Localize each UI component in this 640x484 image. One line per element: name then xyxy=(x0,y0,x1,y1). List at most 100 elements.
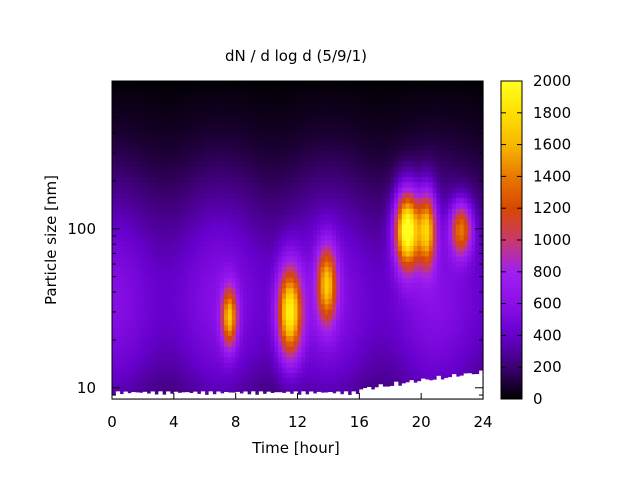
heatmap-cell xyxy=(123,298,129,305)
heatmap-cell xyxy=(340,107,345,114)
heatmap-cell xyxy=(367,383,372,389)
heatmap-cell xyxy=(274,351,279,358)
heatmap-cell xyxy=(309,224,314,230)
heatmap-cell xyxy=(359,224,364,230)
heatmap-cell xyxy=(355,255,360,262)
heatmap-cell xyxy=(417,165,422,172)
heatmap-cell xyxy=(324,277,330,283)
heatmap-cell xyxy=(355,319,360,326)
heatmap-cell xyxy=(216,271,221,278)
heatmap-cell xyxy=(413,245,418,252)
heatmap-cell xyxy=(328,171,333,177)
heatmap-cell xyxy=(131,330,136,336)
heatmap-cell xyxy=(309,118,314,124)
heatmap-cell xyxy=(351,123,357,130)
heatmap-cell xyxy=(409,229,415,236)
heatmap-cell xyxy=(305,155,310,162)
heatmap-cell xyxy=(127,346,132,352)
heatmap-cell xyxy=(185,314,190,321)
heatmap-cell xyxy=(204,171,210,177)
heatmap-cell xyxy=(177,192,183,199)
heatmap-cell xyxy=(254,277,260,283)
heatmap-cell xyxy=(320,149,326,156)
heatmap-cell xyxy=(285,139,291,146)
heatmap-cell xyxy=(359,356,364,363)
heatmap-cell xyxy=(127,271,132,278)
heatmap-cell xyxy=(139,377,144,384)
heatmap-cell xyxy=(351,287,357,294)
heatmap-cell xyxy=(258,208,264,215)
heatmap-cell xyxy=(224,314,229,321)
heatmap-cell xyxy=(158,134,163,140)
heatmap-cell xyxy=(312,330,318,336)
heatmap-cell xyxy=(382,187,387,193)
heatmap-cell xyxy=(224,176,229,183)
heatmap-cell xyxy=(169,213,175,220)
heatmap-cell xyxy=(305,123,310,130)
heatmap-cell xyxy=(127,134,132,140)
heatmap-cell xyxy=(189,144,194,151)
heatmap-cell xyxy=(397,356,403,363)
heatmap-cell xyxy=(193,293,198,299)
heatmap-cell xyxy=(247,123,252,130)
heatmap-cell xyxy=(343,261,349,268)
heatmap-cell xyxy=(397,330,403,336)
heatmap-cell xyxy=(336,144,341,151)
heatmap-cell xyxy=(258,123,264,130)
heatmap-cell xyxy=(220,202,225,209)
heatmap-cell xyxy=(258,213,264,220)
heatmap-cell xyxy=(378,293,384,299)
heatmap-cell xyxy=(251,340,256,347)
heatmap-cell xyxy=(328,187,333,193)
heatmap-cell xyxy=(262,134,268,140)
heatmap-cell xyxy=(301,277,306,283)
heatmap-cell xyxy=(197,149,202,156)
heatmap-cell xyxy=(401,250,407,257)
heatmap-cell xyxy=(305,197,310,204)
heatmap-cell xyxy=(131,356,136,363)
heatmap-cell xyxy=(386,361,391,368)
heatmap-cell xyxy=(320,224,326,230)
heatmap-cell xyxy=(336,308,341,315)
heatmap-cell xyxy=(208,86,214,93)
heatmap-cell xyxy=(397,192,403,199)
heatmap-cell xyxy=(154,160,159,167)
heatmap-cell xyxy=(359,187,364,193)
heatmap-cell xyxy=(220,367,225,374)
heatmap-cell xyxy=(289,303,295,310)
heatmap-cell xyxy=(169,245,175,252)
heatmap-cell xyxy=(309,250,314,257)
heatmap-cell xyxy=(185,240,190,246)
heatmap-cell xyxy=(343,377,349,384)
heatmap-cell xyxy=(374,250,380,257)
heatmap-cell xyxy=(193,361,198,368)
heatmap-cell xyxy=(119,282,125,289)
heatmap-cell xyxy=(200,293,206,299)
heatmap-cell xyxy=(127,245,132,252)
heatmap-cell xyxy=(355,229,360,236)
heatmap-cell xyxy=(162,266,167,273)
heatmap-cell xyxy=(274,112,279,119)
heatmap-cell xyxy=(166,112,171,119)
heatmap-cell xyxy=(150,240,156,246)
heatmap-cell xyxy=(370,81,376,87)
heatmap-cell xyxy=(208,224,214,230)
heatmap-cell xyxy=(181,165,187,172)
heatmap-cell xyxy=(309,377,314,384)
heatmap-cell xyxy=(370,319,376,326)
heatmap-cell xyxy=(274,250,279,257)
heatmap-cell xyxy=(305,271,310,278)
heatmap-cell xyxy=(177,81,183,87)
heatmap-cell xyxy=(119,388,125,395)
heatmap-cell xyxy=(162,134,167,140)
heatmap-cell xyxy=(142,367,148,374)
heatmap-cell xyxy=(428,165,434,172)
heatmap-cell xyxy=(247,388,252,395)
heatmap-cell xyxy=(374,192,380,199)
heatmap-cell xyxy=(150,361,156,368)
heatmap-cell xyxy=(351,187,357,193)
heatmap-cell xyxy=(374,245,380,252)
heatmap-cell xyxy=(139,192,144,199)
heatmap-cell xyxy=(289,245,295,252)
heatmap-cell xyxy=(181,335,187,342)
